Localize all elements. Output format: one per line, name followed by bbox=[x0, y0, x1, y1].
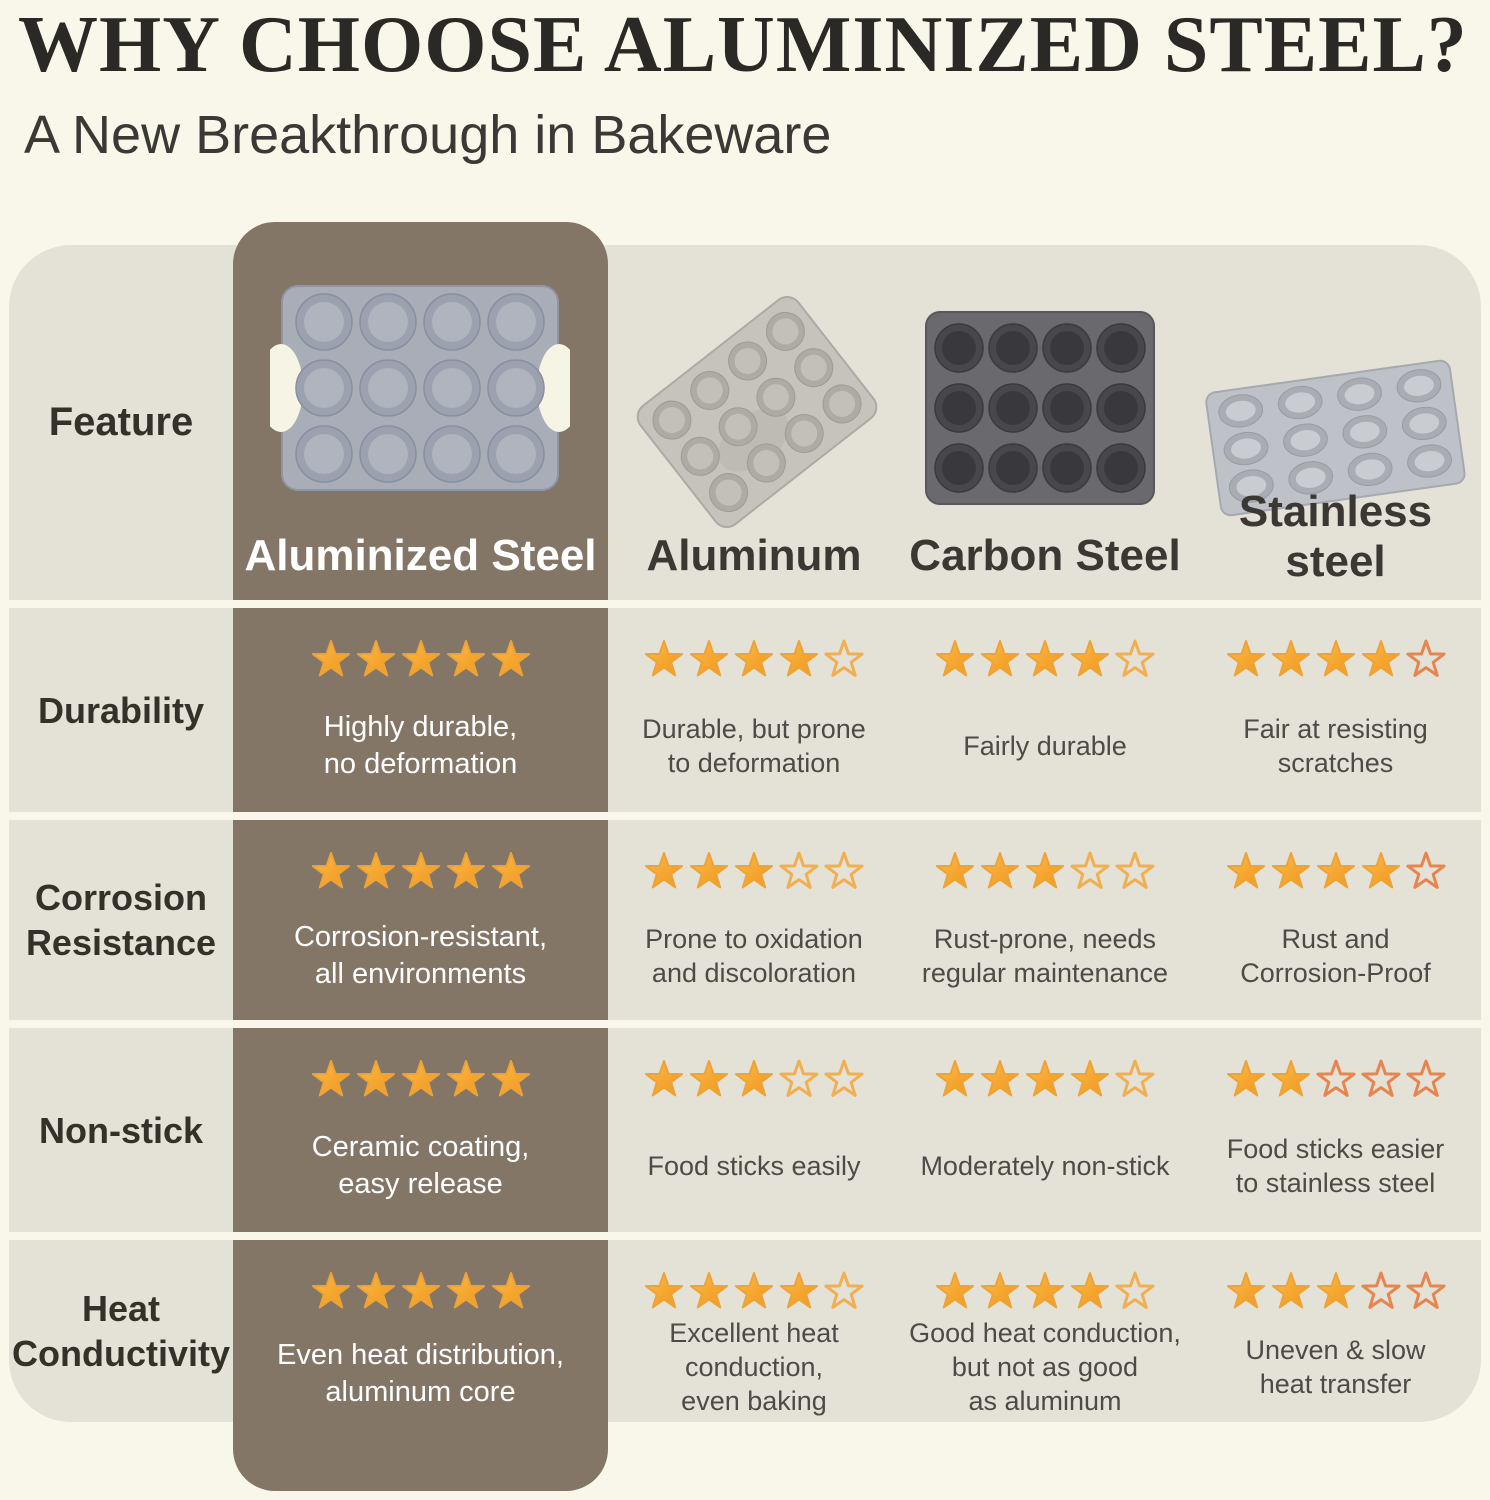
cell-nonstick-aluminized-steel: Ceramic coating, easy release bbox=[233, 1028, 608, 1232]
cell-note: Moderately non-stick bbox=[920, 1150, 1170, 1181]
aluminized-steel-pan-image bbox=[270, 285, 570, 491]
cell-note: Fairly durable bbox=[963, 730, 1127, 761]
cell-heat-carbon-steel: Good heat conduction, but not as good as… bbox=[900, 1240, 1190, 1422]
cell-note: Good heat conduction, but not as good as… bbox=[909, 1317, 1181, 1417]
cell-note: Corrosion-resistant, all environments bbox=[293, 921, 548, 990]
cell-note: Food sticks easier to stainless steel bbox=[1226, 1133, 1445, 1198]
cell-heat-stainless-steel: Uneven & slow heat transfer bbox=[1190, 1240, 1481, 1422]
cell-corrosion-carbon-steel: Rust-prone, needs regular maintenance bbox=[900, 820, 1190, 1020]
star-rating bbox=[934, 1058, 1156, 1100]
feature-header-label: Feature bbox=[48, 400, 194, 444]
cell-note: Durable, but prone to deformation bbox=[642, 713, 866, 778]
cell-note: Ceramic coating, easy release bbox=[311, 1131, 530, 1200]
cell-note: Excellent heat conduction, even baking bbox=[669, 1317, 839, 1417]
star-rating bbox=[310, 1270, 532, 1312]
cell-durability-aluminum: Durable, but prone to deformation bbox=[608, 608, 900, 812]
star-rating bbox=[310, 850, 532, 892]
cell-nonstick-carbon-steel: Moderately non-stick bbox=[900, 1028, 1190, 1232]
column-label: Carbon Steel bbox=[909, 530, 1181, 580]
star-rating bbox=[643, 1058, 865, 1100]
cell-note: Highly durable, no deformation bbox=[323, 711, 518, 780]
star-rating bbox=[934, 638, 1156, 680]
cell-note: Rust and Corrosion-Proof bbox=[1240, 923, 1431, 988]
cell-corrosion-aluminum: Prone to oxidation and discoloration bbox=[608, 820, 900, 1020]
feature-label-corrosion-resistance: Corrosion Resistance bbox=[25, 877, 217, 963]
feature-label-durability: Durability bbox=[37, 689, 205, 731]
cell-note: Even heat distribution, aluminum core bbox=[277, 1339, 564, 1408]
column-header-stainless-steel: Stainless steel bbox=[1190, 245, 1481, 600]
star-rating bbox=[1225, 1270, 1447, 1312]
column-label: Stainless steel bbox=[1238, 487, 1433, 586]
page-subtitle: A New Breakthrough in Bakeware bbox=[24, 105, 832, 165]
cell-nonstick-aluminum: Food sticks easily bbox=[608, 1028, 900, 1232]
stainless-steel-pan-image bbox=[1205, 359, 1466, 517]
cell-durability-stainless-steel: Fair at resisting scratches bbox=[1190, 608, 1481, 812]
column-label: Aluminized Steel bbox=[244, 530, 597, 580]
star-rating bbox=[643, 1270, 865, 1312]
feature-label-heat-conductivity: Heat Conductivity bbox=[11, 1288, 230, 1374]
star-rating bbox=[1225, 638, 1447, 680]
page-title: WHY CHOOSE ALUMINIZED STEEL? bbox=[18, 1, 1468, 89]
column-label: Aluminum bbox=[646, 530, 862, 580]
cell-note: Prone to oxidation and discoloration bbox=[645, 923, 863, 988]
star-rating bbox=[643, 638, 865, 680]
column-header-carbon-steel: Carbon Steel bbox=[900, 245, 1190, 600]
star-rating bbox=[934, 850, 1156, 892]
column-header-aluminized-steel: Aluminized Steel bbox=[233, 245, 608, 600]
cell-nonstick-stainless-steel: Food sticks easier to stainless steel bbox=[1190, 1028, 1481, 1232]
carbon-steel-pan-image bbox=[925, 311, 1155, 505]
cell-heat-aluminum: Excellent heat conduction, even baking bbox=[608, 1240, 900, 1422]
feature-column-header: Feature bbox=[9, 245, 233, 600]
star-rating bbox=[643, 850, 865, 892]
cell-note: Fair at resisting scratches bbox=[1243, 713, 1428, 778]
cell-corrosion-stainless-steel: Rust and Corrosion-Proof bbox=[1190, 820, 1481, 1020]
cell-note: Rust-prone, needs regular maintenance bbox=[921, 923, 1169, 988]
cell-corrosion-aluminized-steel: Corrosion-resistant, all environments bbox=[233, 820, 608, 1020]
column-header-aluminum: Aluminum bbox=[608, 245, 900, 600]
star-rating bbox=[1225, 850, 1447, 892]
cell-note: Uneven & slow heat transfer bbox=[1245, 1334, 1426, 1399]
star-rating bbox=[934, 1270, 1156, 1312]
cell-durability-aluminized-steel: Highly durable, no deformation bbox=[233, 608, 608, 812]
feature-label-non-stick: Non-stick bbox=[38, 1109, 204, 1151]
aluminum-pan-image bbox=[636, 295, 878, 529]
cell-durability-carbon-steel: Fairly durable bbox=[900, 608, 1190, 812]
cell-note: Food sticks easily bbox=[647, 1150, 861, 1181]
star-rating bbox=[310, 1058, 532, 1100]
star-rating bbox=[1225, 1058, 1447, 1100]
cell-heat-aluminized-steel: Even heat distribution, aluminum core bbox=[233, 1240, 608, 1491]
star-rating bbox=[310, 638, 532, 680]
